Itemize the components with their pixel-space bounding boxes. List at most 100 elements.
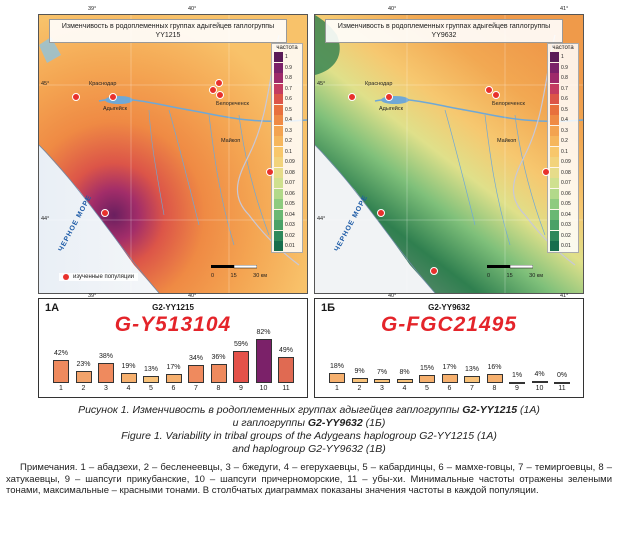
legend-label: 0.8: [285, 75, 292, 82]
legend-swatch: [550, 94, 559, 105]
legend-label: 0.4: [285, 117, 292, 124]
bar-11: [554, 382, 570, 384]
bar-value-label-10: 82%: [256, 329, 271, 336]
legend-label: 0.7: [561, 85, 568, 92]
legend-label: 0.9: [285, 64, 292, 71]
legend-swatch: [274, 83, 283, 94]
legend-label: 0.03: [285, 222, 295, 229]
legend-label: 0.04: [561, 211, 571, 218]
legend-label: 0.02: [285, 232, 295, 239]
map-1b-lon-40-bottom: 40°: [388, 293, 397, 299]
map-1a-scale-30: 30 км: [253, 273, 267, 279]
map-1b-scale-30: 30 км: [529, 273, 543, 279]
legend-row: 0.04: [272, 209, 302, 221]
legend-swatch: [550, 62, 559, 73]
caption-ru-line2-suffix: (1Б): [362, 417, 386, 429]
legend-row: 0.3: [548, 125, 578, 137]
legend-row: 0.07: [272, 178, 302, 189]
bar-6: [441, 373, 458, 383]
map-1a-city-krasnodar: Краснодар: [89, 81, 117, 87]
map-1a-pop-legend: изученные популяции: [59, 273, 139, 281]
map-1a-scale-bar: [211, 264, 258, 269]
legend-swatch: [550, 167, 559, 178]
legend-swatch: [550, 199, 559, 210]
bar-value-label-5: 13%: [143, 366, 158, 374]
legend-label: 0.03: [561, 222, 571, 229]
legend-swatch: [274, 220, 283, 231]
map-1b-scale-0: 0: [487, 273, 491, 279]
legend-swatch: [274, 199, 283, 210]
map-1a-background: [39, 15, 307, 293]
bar-value-label-4: 19%: [121, 362, 136, 370]
map-1b-city-maykop: Майкоп: [497, 138, 517, 144]
bar-category-label-10: 10: [259, 385, 268, 392]
bar-value-label-1: 18%: [329, 363, 344, 371]
map-1b-pop-3: [385, 93, 393, 101]
legend-row: 0.6: [548, 94, 578, 105]
legend-row: 0.7: [548, 83, 578, 95]
legend-label: 0.08: [561, 169, 571, 176]
legend-row: 0.6: [272, 94, 302, 105]
bar-category-label-3: 3: [104, 385, 108, 392]
map-1b-lon-40-top: 40°: [388, 6, 397, 12]
bar-value-label-11: 49%: [278, 346, 293, 354]
legend-row: 0.03: [548, 220, 578, 231]
bar-category-label-3: 3: [380, 385, 384, 392]
map-1a-pop-5: [266, 168, 274, 176]
legend-swatch: [274, 115, 283, 126]
map-1b-background: [315, 15, 583, 293]
legend-label: 0.1: [561, 148, 568, 155]
bar-category-label-7: 7: [194, 385, 198, 392]
bar-category-label-5: 5: [149, 385, 153, 392]
bar-8: [486, 374, 503, 383]
map-1a-legend-rows: 1 0.9 0.8 0.7 0.6 0.5 0.4 0.3 0.2 0.1 0.09 0.08 0.07…: [272, 52, 302, 252]
bar-category-label-7: 7: [470, 385, 474, 392]
map-1a-pop-2: [209, 86, 217, 94]
map-1b-pop-1: [492, 91, 500, 99]
legend-label: 0.07: [561, 180, 571, 187]
legend-row: 0.06: [548, 188, 578, 200]
legend-row: 0.1: [548, 146, 578, 158]
bar-1: [53, 360, 69, 383]
legend-swatch: [274, 178, 283, 189]
map-1b-pop-2: [485, 86, 493, 94]
map-1b-legend-title: частота: [552, 45, 574, 51]
map-1b-lat-45: 45°: [317, 81, 326, 87]
legend-swatch: [550, 178, 559, 189]
bar-category-label-10: 10: [535, 385, 544, 392]
legend-swatch: [274, 52, 283, 63]
map-1a-city-belorechensk: Белореченск: [216, 101, 249, 107]
legend-label: 0.04: [285, 211, 295, 218]
legend-row: 0.09: [272, 157, 302, 168]
legend-row: 0.9: [548, 62, 578, 74]
legend-row: 0.3: [272, 125, 302, 137]
legend-label: 0.06: [285, 190, 295, 197]
bar-category-label-1: 1: [335, 385, 339, 392]
legend-row: 0.5: [272, 104, 302, 116]
legend-swatch: [274, 241, 283, 252]
pop-legend-dot: [63, 274, 69, 280]
legend-row: 0.08: [548, 167, 578, 179]
legend-label: 0.01: [561, 243, 571, 250]
bar-4: [396, 378, 413, 383]
chart-1b-haplogroup: G2-YY9632: [428, 303, 470, 312]
map-1a-city-maykop: Майкоп: [221, 138, 241, 144]
legend-row: 0.8: [548, 73, 578, 84]
bar-10: [255, 339, 272, 383]
legend-row: 0.7: [272, 83, 302, 95]
bar-chart-1b: 1Б G2-YY9632 G-FGC21495 18% 1 9% 2 7% 3 8% 4 15%…: [314, 298, 584, 398]
legend-label: 0.3: [561, 127, 568, 134]
bar-2: [351, 378, 368, 383]
legend-label: 0.7: [285, 85, 292, 92]
bar-10: [531, 380, 548, 383]
legend-row: 0.9: [272, 62, 302, 74]
legend-row: 0.05: [272, 199, 302, 210]
map-1a-scale-15: 15: [230, 273, 237, 279]
legend-row: 0.08: [272, 167, 302, 179]
map-1b-scale-15: 15: [506, 273, 513, 279]
bar-value-label-3: 38%: [98, 352, 113, 360]
map-panel-1b: Изменчивость в родоплеменных группах ады…: [314, 14, 584, 294]
legend-swatch: [274, 188, 283, 199]
legend-row: 1: [272, 52, 302, 63]
map-1b-city-adygeysk: Адыгейск: [379, 106, 404, 112]
